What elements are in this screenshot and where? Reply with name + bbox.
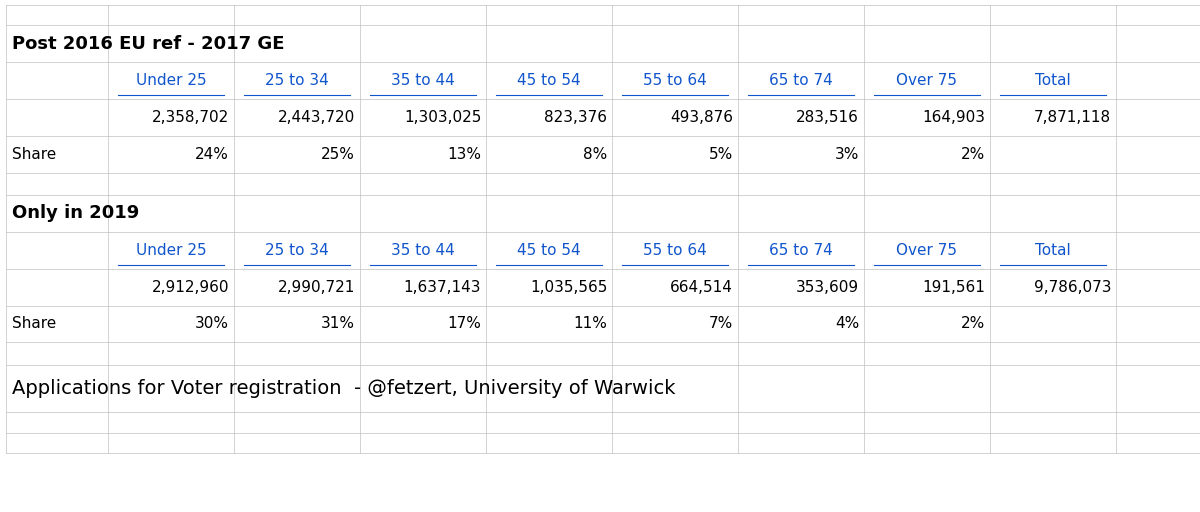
Text: 65 to 74: 65 to 74 — [769, 73, 833, 88]
Text: 7,871,118: 7,871,118 — [1034, 110, 1111, 125]
Text: 35 to 44: 35 to 44 — [391, 243, 455, 258]
Text: 9,786,073: 9,786,073 — [1033, 280, 1111, 294]
Text: Applications for Voter registration  - @fetzert, University of Warwick: Applications for Voter registration - @f… — [12, 379, 676, 398]
Text: 2%: 2% — [961, 147, 985, 162]
Text: 664,514: 664,514 — [671, 280, 733, 294]
Text: 283,516: 283,516 — [797, 110, 859, 125]
Text: 823,376: 823,376 — [545, 110, 607, 125]
Text: 11%: 11% — [574, 316, 607, 331]
Text: 2,358,702: 2,358,702 — [152, 110, 229, 125]
Text: 2,990,721: 2,990,721 — [278, 280, 355, 294]
Text: 493,876: 493,876 — [670, 110, 733, 125]
Text: 2%: 2% — [961, 316, 985, 331]
Text: 164,903: 164,903 — [922, 110, 985, 125]
Text: Over 75: Over 75 — [896, 243, 958, 258]
Text: 1,303,025: 1,303,025 — [404, 110, 481, 125]
Text: 17%: 17% — [448, 316, 481, 331]
Text: 25%: 25% — [322, 147, 355, 162]
Text: 55 to 64: 55 to 64 — [643, 243, 707, 258]
Text: Share: Share — [12, 316, 56, 331]
Text: 45 to 54: 45 to 54 — [517, 243, 581, 258]
Text: 5%: 5% — [709, 147, 733, 162]
Text: 25 to 34: 25 to 34 — [265, 73, 329, 88]
Text: Only in 2019: Only in 2019 — [12, 204, 139, 222]
Text: 31%: 31% — [322, 316, 355, 331]
Text: Under 25: Under 25 — [136, 243, 206, 258]
Text: 8%: 8% — [583, 147, 607, 162]
Text: 30%: 30% — [196, 316, 229, 331]
Text: 13%: 13% — [448, 147, 481, 162]
Text: Over 75: Over 75 — [896, 73, 958, 88]
Text: 2,443,720: 2,443,720 — [278, 110, 355, 125]
Text: 55 to 64: 55 to 64 — [643, 73, 707, 88]
Text: 3%: 3% — [835, 147, 859, 162]
Text: 7%: 7% — [709, 316, 733, 331]
Text: Share: Share — [12, 147, 56, 162]
Text: Total: Total — [1036, 73, 1070, 88]
Text: 24%: 24% — [196, 147, 229, 162]
Text: 1,035,565: 1,035,565 — [530, 280, 607, 294]
Text: 2,912,960: 2,912,960 — [151, 280, 229, 294]
Text: 4%: 4% — [835, 316, 859, 331]
Text: Total: Total — [1036, 243, 1070, 258]
Text: 25 to 34: 25 to 34 — [265, 243, 329, 258]
Text: Post 2016 EU ref - 2017 GE: Post 2016 EU ref - 2017 GE — [12, 35, 284, 53]
Text: 45 to 54: 45 to 54 — [517, 73, 581, 88]
Text: 35 to 44: 35 to 44 — [391, 73, 455, 88]
Text: 191,561: 191,561 — [923, 280, 985, 294]
Text: Under 25: Under 25 — [136, 73, 206, 88]
Text: 353,609: 353,609 — [796, 280, 859, 294]
Text: 65 to 74: 65 to 74 — [769, 243, 833, 258]
Text: 1,637,143: 1,637,143 — [403, 280, 481, 294]
